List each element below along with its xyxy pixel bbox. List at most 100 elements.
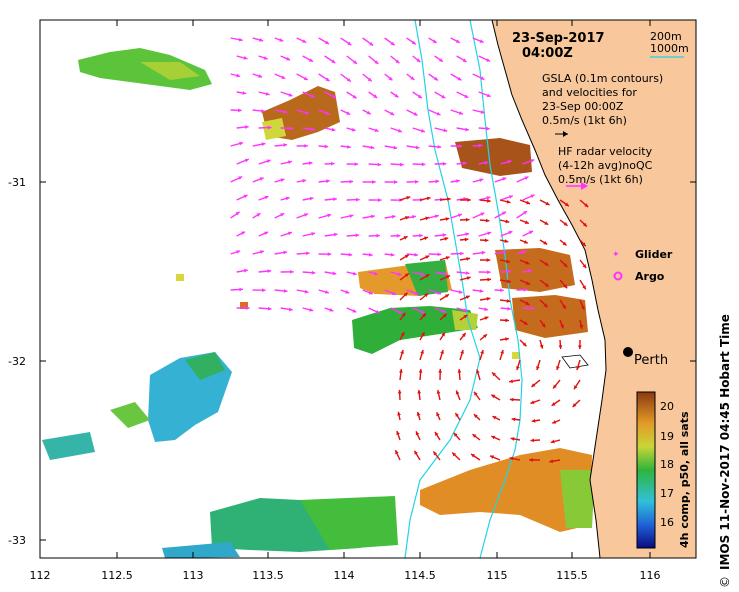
gsla-arrow xyxy=(258,55,268,60)
gsla-arrow xyxy=(318,37,330,45)
gsla-arrow xyxy=(494,250,507,255)
x-tick-113: 113 xyxy=(183,569,204,582)
hf-radar-arrow xyxy=(436,389,441,401)
perth-marker xyxy=(623,347,633,357)
gsla-legend-1: GSLA (0.1m contours) xyxy=(542,72,663,85)
gsla-arrow xyxy=(274,37,284,42)
hf-radar-arrow xyxy=(439,237,449,241)
gsla-arrow xyxy=(500,269,512,274)
hf-radar-arrow xyxy=(509,379,521,384)
gsla-arrow xyxy=(522,269,532,274)
gsla-arrow xyxy=(406,109,418,116)
gsla-arrow xyxy=(302,127,315,132)
hf-radar-arrow xyxy=(490,394,501,401)
hf-radar-arrow xyxy=(419,236,429,241)
hf-radar-arrow xyxy=(454,412,461,421)
hf-radar-arrow xyxy=(439,217,450,221)
gsla-arrow xyxy=(522,159,535,165)
hf-radar-arrow xyxy=(419,292,429,301)
hf-radar-arrow xyxy=(539,219,549,226)
x-tick-114: 114 xyxy=(334,569,355,582)
gsla-arrow xyxy=(340,289,350,294)
gsla-arrow xyxy=(280,307,293,312)
gsla-arrow xyxy=(522,194,535,201)
gsla-arrow xyxy=(450,37,461,44)
gsla-arrow xyxy=(296,213,309,219)
credit-text: IMOS 11-Nov-2017 04:45 Hobart Time xyxy=(718,314,732,570)
hf-radar-arrow xyxy=(434,431,441,441)
gsla-arrow xyxy=(434,91,446,99)
hf-radar-arrow xyxy=(531,379,541,388)
colorbar-tick-16: 16 xyxy=(660,516,674,529)
hf-radar-arrow xyxy=(459,332,467,341)
gsla-arrow xyxy=(478,55,491,63)
gsla-arrow xyxy=(384,180,398,184)
gsla-arrow xyxy=(302,161,313,166)
hf-radar-arrow xyxy=(579,259,587,269)
hf-radar-arrow xyxy=(519,239,529,244)
hf-radar-arrow xyxy=(536,359,541,371)
gsla-arrow xyxy=(478,126,490,131)
hf-radar-arrow xyxy=(519,279,531,286)
hf-radar-arrow xyxy=(556,359,561,371)
hf-radar-arrow xyxy=(413,450,421,461)
gsla-arrow xyxy=(362,109,372,115)
hf-radar-arrow xyxy=(492,415,501,421)
y-tick-neg32: -32 xyxy=(8,355,26,368)
hf-radar-arrow xyxy=(419,255,430,261)
gsla-arrow xyxy=(428,109,441,116)
gsla-arrow xyxy=(472,289,484,293)
gsla-arrow xyxy=(384,37,396,46)
gsla-arrow xyxy=(384,145,398,150)
gsla-arrow xyxy=(472,73,485,81)
gsla-arrow xyxy=(280,196,290,201)
x-tick-114-5: 114.5 xyxy=(404,569,436,582)
gsla-arrow xyxy=(362,37,374,47)
gsla-arrow xyxy=(340,73,352,83)
hf-radar-arrows xyxy=(394,196,589,464)
gsla-arrow xyxy=(428,144,442,149)
hf-radar-arrow xyxy=(572,399,581,408)
gsla-arrow xyxy=(500,195,514,201)
hf-radar-arrow xyxy=(499,349,504,361)
colorbar-tick-18: 18 xyxy=(660,458,674,471)
gsla-arrow xyxy=(478,307,489,312)
gsla-arrow xyxy=(346,271,357,276)
gsla-arrow xyxy=(434,307,447,314)
gsla-arrow xyxy=(230,250,241,255)
hf-radar-arrow xyxy=(559,219,569,227)
gsla-legend-3: 23-Sep 00:00Z xyxy=(542,100,624,113)
hf-radar-arrow xyxy=(399,196,411,201)
gsla-arrow xyxy=(406,37,417,45)
hf-radar-arrow xyxy=(459,217,470,222)
gsla-arrow xyxy=(428,252,442,257)
gsla-arrow xyxy=(258,195,269,201)
gsla-arrow xyxy=(478,270,491,275)
gsla-arrow xyxy=(390,55,400,64)
hf-radar-arrow xyxy=(399,235,408,241)
gsla-arrow xyxy=(230,37,243,42)
hf-radar-arrow xyxy=(396,430,401,441)
gsla-arrow xyxy=(516,250,527,255)
gsla-arrow xyxy=(296,73,309,81)
hf-radar-arrow xyxy=(459,198,471,202)
gsla-arrow xyxy=(412,127,426,133)
hf-radar-arrow xyxy=(479,198,491,203)
gsla-arrow xyxy=(428,214,439,219)
gsla-arrow xyxy=(456,161,467,166)
hf-radar-arrow xyxy=(499,318,509,323)
hf-radar-arrow xyxy=(509,456,521,461)
hf-radar-arrow xyxy=(439,293,450,301)
gsla-arrow xyxy=(340,252,353,257)
gsla-arrow xyxy=(318,109,331,116)
legend-isobath-200: 200m xyxy=(650,30,682,43)
copyright-symbol: © xyxy=(718,576,732,588)
gsla-arrow xyxy=(280,269,294,274)
hf-radar-arrow xyxy=(399,292,409,301)
colorbar-label: 4h comp, p50, all sats xyxy=(678,411,691,548)
gsla-arrow xyxy=(390,91,399,98)
gsla-arrow xyxy=(362,145,375,150)
hf-radar-arrow xyxy=(550,439,561,444)
hf-radar-arrow xyxy=(551,399,561,407)
gsla-arrow xyxy=(302,91,315,98)
